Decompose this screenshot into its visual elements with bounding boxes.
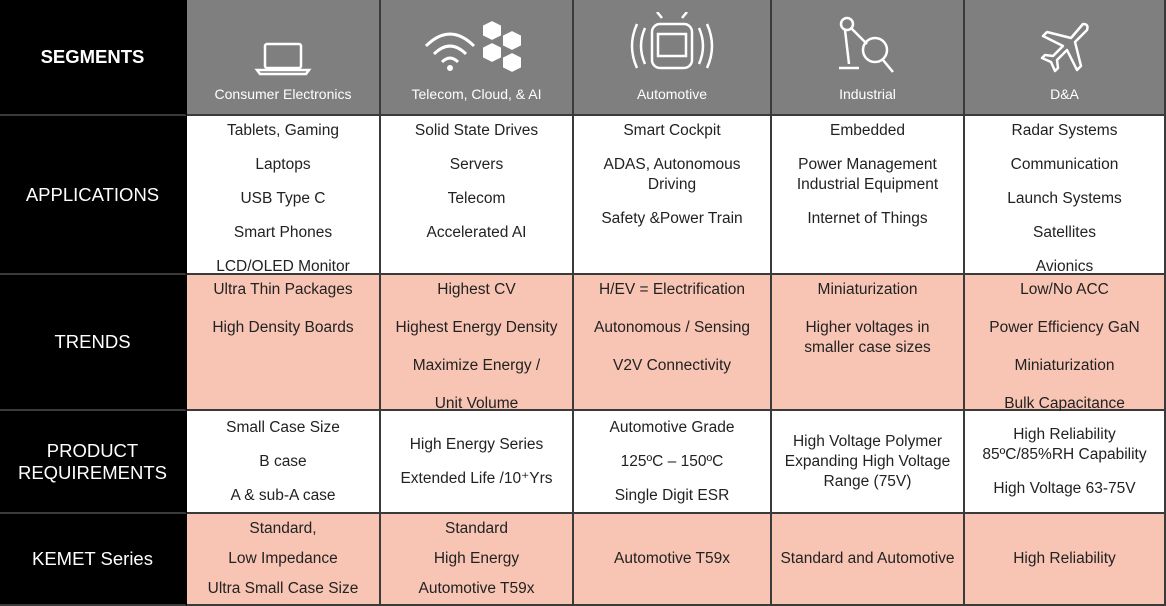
table-cell: Automotive T59x <box>574 514 772 606</box>
cell-text: A & sub-A case <box>230 486 336 504</box>
cell-text: Automotive Grade <box>609 418 735 436</box>
cell-text: Single Digit ESR <box>614 486 730 504</box>
segment-name: Automotive <box>636 86 708 102</box>
cell-text: Maximize Energy / <box>412 357 541 374</box>
table-cell: Standard and Automotive <box>772 514 965 606</box>
cell-text: Miniaturization <box>1014 357 1115 374</box>
cell-text: Smart Phones <box>233 224 333 241</box>
cell-text: Low/No ACC <box>1020 281 1109 298</box>
segment-name: D&A <box>1050 86 1079 102</box>
cell-text: Higher voltages in smaller case sizes <box>804 319 931 356</box>
cell-text: High Reliability 85ºC/85%RH Capability <box>982 425 1147 463</box>
table-cell: H/EV = Electrification Autonomous / Sensi… <box>574 275 772 411</box>
table-cell: Automotive Grade 125ºC – 150ºC Single Digi… <box>574 411 772 514</box>
cell-text: High Energy <box>433 550 520 567</box>
cell-text: Ultra Thin Packages <box>213 281 353 298</box>
cell-text: B case <box>259 452 307 470</box>
table-cell: Standard High Energy Automotive T59x <box>381 514 574 606</box>
table-cell: High Voltage Polymer Expanding High Volt… <box>772 411 965 514</box>
cell-text: V2V Connectivity <box>612 357 732 374</box>
cell-text: Standard, <box>249 520 317 537</box>
cell-text: High Density Boards <box>212 319 354 336</box>
cell-text: High Energy Series <box>409 435 544 453</box>
cell-text: Power Management Industrial Equipment <box>796 156 939 193</box>
cell-text: ADAS, Autonomous Driving <box>603 156 741 193</box>
segment-name: Telecom, Cloud, & AI <box>411 86 542 102</box>
cell-text: Low Impedance <box>228 550 338 567</box>
table-cell: Solid State Drives Servers Telecom Accelera… <box>381 116 574 275</box>
table-cell: Low/No ACC Power Efficiency GaN Miniaturiz… <box>965 275 1166 412</box>
cell-text: Safety &Power Train <box>601 210 743 227</box>
cell-text: Smart Cockpit <box>623 122 721 139</box>
cell-text: Communication <box>1010 156 1119 173</box>
cell-text: 125ºC – 150ºC <box>620 452 724 470</box>
car-icon <box>630 12 714 70</box>
cell-text: Highest Energy Density <box>395 319 558 336</box>
cell-text: Accelerated AI <box>426 224 527 241</box>
cell-text: Solid State Drives <box>414 122 539 139</box>
table-cell: Miniaturization Higher voltages in smalle… <box>772 275 965 411</box>
cell-text: Embedded <box>830 122 905 139</box>
segment-header: Automotive <box>574 0 772 116</box>
cell-text: Ultra Small Case Size <box>207 580 359 597</box>
table-cell: Radar Systems Communication Launch Systems… <box>965 116 1166 275</box>
table-cell: Smart Cockpit ADAS, Autonomous Driving Saf… <box>574 116 772 275</box>
row-label: PRODUCT REQUIREMENTS <box>0 411 187 514</box>
row-label: APPLICATIONS <box>0 116 187 275</box>
cell-text: Internet of Things <box>807 210 928 227</box>
table-cell: High Energy Series Extended Life /10⁺Yrs <box>381 411 574 514</box>
plane-icon <box>1040 22 1089 73</box>
cell-text: High Voltage Polymer Expanding High Volt… <box>784 432 951 490</box>
table-cell: Standard, Low Impedance Ultra Small Case S… <box>187 514 381 606</box>
cell-text: Avionics <box>1035 258 1094 275</box>
table-cell: Small Case Size B case A & sub-A case <box>187 411 381 514</box>
cell-text: High Reliability <box>1013 550 1116 567</box>
segment-name: Industrial <box>839 86 896 102</box>
table-cell: Ultra Thin Packages High Density Boards <box>187 275 381 411</box>
cell-text: Standard <box>445 520 508 537</box>
table-cell: High Reliability <box>965 514 1166 606</box>
cell-text: Satellites <box>1033 224 1096 241</box>
cell-text: Launch Systems <box>1007 190 1122 207</box>
segment-header: D&A <box>965 0 1166 116</box>
segment-header: Telecom, Cloud, & AI <box>381 0 574 116</box>
table-cell: Highest CV Highest Energy Density Maximize… <box>381 275 574 412</box>
cell-text: Bulk Capacitance <box>1004 395 1125 412</box>
segment-header: Consumer Electronics <box>187 0 381 116</box>
cell-text: Extended Life /10⁺Yrs <box>400 469 553 487</box>
segment-name: Consumer Electronics <box>214 86 352 102</box>
table-cell: Embedded Power Management Industrial Equi… <box>772 116 965 275</box>
cell-text: Tablets, Gaming <box>227 122 339 139</box>
cell-text: Power Efficiency GaN <box>989 319 1140 336</box>
cell-text: Highest CV <box>437 281 516 298</box>
cell-text: Autonomous / Sensing <box>594 319 750 336</box>
table-cell: High Reliability 85ºC/85%RH Capability Hi… <box>965 411 1166 514</box>
cloud-icon <box>424 18 523 75</box>
cell-text: Miniaturization <box>817 281 918 298</box>
cell-text: High Voltage 63-75V <box>993 479 1136 497</box>
laptop-icon <box>254 42 312 76</box>
cell-text: Standard and Automotive <box>780 550 955 567</box>
row-label: SEGMENTS <box>0 0 187 116</box>
row-label: TRENDS <box>0 275 187 411</box>
table-cell: Tablets, Gaming Laptops USB Type C Smart Ph… <box>187 116 381 275</box>
segment-header: Industrial <box>772 0 965 116</box>
cell-text: Unit Volume <box>434 395 519 412</box>
cell-text: Radar Systems <box>1011 122 1118 139</box>
cell-text: Automotive T59x <box>613 550 731 567</box>
cell-text: Laptops <box>255 156 311 173</box>
cell-text: Telecom <box>447 190 506 207</box>
cell-text: Small Case Size <box>226 418 340 436</box>
cell-text: Automotive T59x <box>418 580 535 597</box>
cell-text: LCD/OLED Monitor <box>216 258 350 275</box>
cell-text: H/EV = Electrification <box>598 281 746 298</box>
row-label: KEMET Series <box>0 514 187 606</box>
cell-text: Servers <box>449 156 504 173</box>
robot-icon <box>838 16 894 73</box>
cell-text: USB Type C <box>240 190 326 207</box>
